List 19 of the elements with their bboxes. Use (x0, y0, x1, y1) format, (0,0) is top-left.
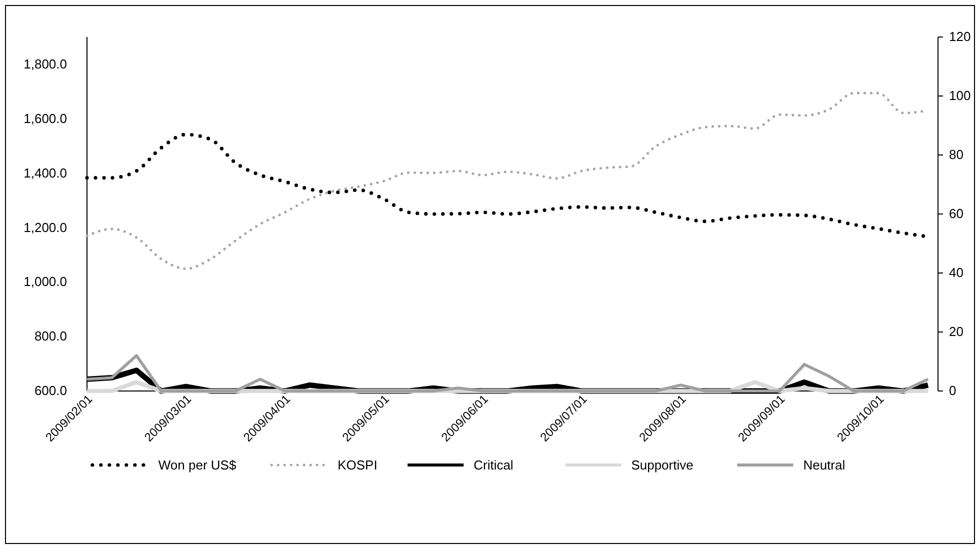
y2-tick-label: 60 (949, 206, 964, 222)
y2-tick-label: 80 (949, 147, 964, 162)
legend-label: Supportive (631, 458, 694, 473)
y-tick-label: 1,400.0 (24, 165, 67, 180)
y-tick-label: 800.0 (34, 328, 67, 344)
legend-label: Critical (474, 458, 514, 473)
y-tick-label: 1,000.0 (24, 274, 67, 290)
y2-tick-label: 100 (949, 88, 971, 104)
y2-tick-label: 0 (949, 383, 956, 398)
y2-tick-label: 40 (949, 265, 964, 280)
y-tick-label: 1,200.0 (24, 220, 67, 235)
y-tick-label: 600.0 (34, 383, 67, 398)
y-tick-label: 1,800.0 (24, 56, 67, 72)
y2-tick-label: 120 (949, 29, 971, 44)
y2-tick-label: 20 (949, 324, 964, 340)
y-tick-label: 1,600.0 (24, 110, 67, 126)
legend-label: KOSPI (338, 458, 378, 473)
legend-label: Won per US$ (158, 458, 237, 473)
legend-label: Neutral (803, 458, 846, 473)
